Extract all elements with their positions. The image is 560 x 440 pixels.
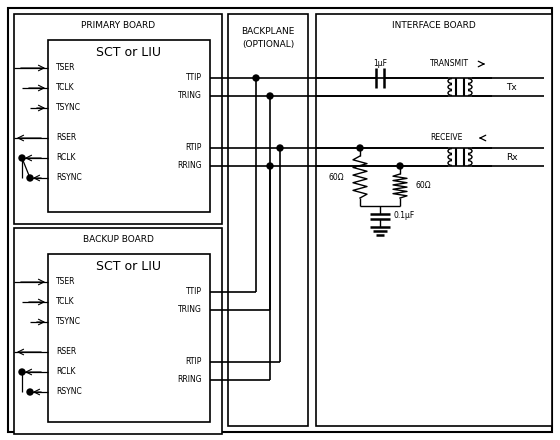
Text: Rx: Rx [506,153,517,161]
Text: RECEIVE: RECEIVE [430,133,463,143]
Text: RSER: RSER [56,348,76,356]
Text: RSER: RSER [56,133,76,143]
Text: SCT or LIU: SCT or LIU [96,260,161,272]
Text: RTIP: RTIP [185,357,202,367]
Text: RRING: RRING [178,375,202,385]
Bar [48,254,210,422]
Text: TCLK: TCLK [56,84,74,92]
Text: 1μF: 1μF [373,59,387,69]
Text: TRING: TRING [178,92,202,100]
Circle shape [357,145,363,151]
Text: BACKUP BOARD: BACKUP BOARD [82,235,153,245]
Text: RRING: RRING [178,161,202,170]
Bar [316,14,552,426]
Text: TCLK: TCLK [56,297,74,307]
Text: 60Ω: 60Ω [416,181,432,191]
Text: BACKPLANE: BACKPLANE [241,27,295,37]
Bar [48,40,210,212]
Bar [14,228,222,434]
Circle shape [27,175,33,181]
Text: TSER: TSER [56,278,76,286]
Text: Tx: Tx [506,82,517,92]
Text: TTIP: TTIP [186,287,202,297]
Circle shape [267,163,273,169]
Text: 0.1μF: 0.1μF [394,212,416,220]
Text: RCLK: RCLK [56,154,76,162]
Text: TRANSMIT: TRANSMIT [430,59,469,69]
Circle shape [27,389,33,395]
Text: TRING: TRING [178,305,202,315]
Text: RTIP: RTIP [185,143,202,153]
Text: TSER: TSER [56,63,76,73]
Text: (OPTIONAL): (OPTIONAL) [242,40,294,48]
Text: RCLK: RCLK [56,367,76,377]
Circle shape [397,163,403,169]
Bar [228,14,308,426]
Text: TSYNC: TSYNC [56,103,81,113]
Circle shape [277,145,283,151]
Text: TTIP: TTIP [186,73,202,82]
Text: 60Ω: 60Ω [328,172,344,181]
Circle shape [253,75,259,81]
Circle shape [19,369,25,375]
Text: SCT or LIU: SCT or LIU [96,45,161,59]
Text: INTERFACE BOARD: INTERFACE BOARD [392,22,476,30]
Text: RSYNC: RSYNC [56,388,82,396]
Circle shape [19,155,25,161]
Text: RSYNC: RSYNC [56,173,82,183]
Text: TSYNC: TSYNC [56,318,81,326]
Text: PRIMARY BOARD: PRIMARY BOARD [81,22,155,30]
Circle shape [267,93,273,99]
Bar [14,14,222,224]
